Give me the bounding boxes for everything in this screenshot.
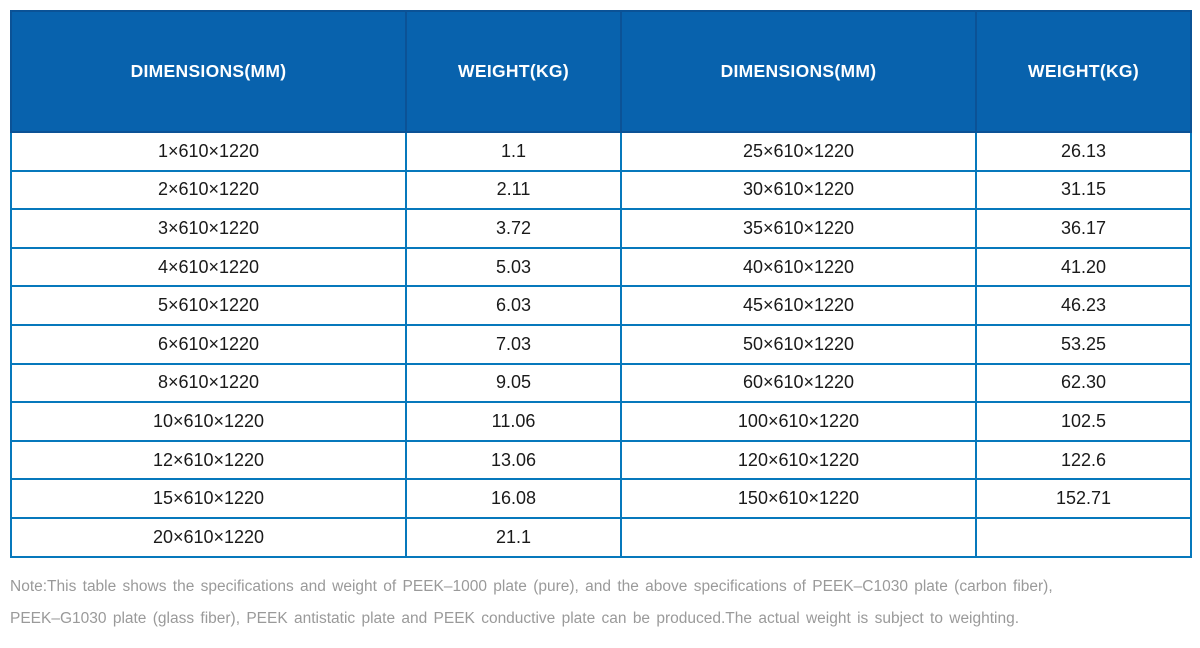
dimensions-cell: 20×610×1220 xyxy=(10,516,407,558)
dimensions-cell: 6×610×1220 xyxy=(10,323,407,365)
note-line-2: PEEK–G1030 plate (glass fiber), PEEK ant… xyxy=(10,609,1020,627)
note-line-1: Note:This table shows the specifications… xyxy=(10,577,1053,595)
weight-cell: 1.1 xyxy=(405,131,622,172)
weight-cell: 46.23 xyxy=(975,285,1192,326)
dimensions-cell: 12×610×1220 xyxy=(10,439,407,481)
weight-cell: 53.25 xyxy=(975,323,1192,365)
weight-cell: 5.03 xyxy=(405,246,622,288)
dimensions-cell: 8×610×1220 xyxy=(10,362,407,404)
page: DIMENSIONS(MM) WEIGHT(KG) DIMENSIONS(MM)… xyxy=(10,0,1192,635)
weight-cell: 31.15 xyxy=(975,169,1192,211)
header-weight-left: WEIGHT(KG) xyxy=(405,10,622,133)
weight-cell: 3.72 xyxy=(405,208,622,249)
weight-cell: 36.17 xyxy=(975,208,1192,249)
weight-cell: 102.5 xyxy=(975,401,1192,442)
weight-cell: 152.71 xyxy=(975,478,1192,519)
table-row: 3×610×1220 3.72 35×610×1220 36.17 xyxy=(10,208,1192,249)
table-body: 1×610×1220 1.1 25×610×1220 26.13 2×610×1… xyxy=(10,131,1192,558)
header-dimensions-right: DIMENSIONS(MM) xyxy=(620,10,977,133)
dimensions-cell-empty xyxy=(620,516,977,558)
weight-cell: 7.03 xyxy=(405,323,622,365)
weight-cell: 2.11 xyxy=(405,169,622,211)
dimensions-cell: 2×610×1220 xyxy=(10,169,407,211)
dimensions-cell: 50×610×1220 xyxy=(620,323,977,365)
table-row: 1×610×1220 1.1 25×610×1220 26.13 xyxy=(10,131,1192,172)
header-dimensions-left: DIMENSIONS(MM) xyxy=(10,10,407,133)
header-weight-right: WEIGHT(KG) xyxy=(975,10,1192,133)
dimensions-cell: 35×610×1220 xyxy=(620,208,977,249)
weight-cell-empty xyxy=(975,516,1192,558)
weight-cell: 21.1 xyxy=(405,516,622,558)
table-row: 12×610×1220 13.06 120×610×1220 122.6 xyxy=(10,439,1192,481)
dimensions-cell: 25×610×1220 xyxy=(620,131,977,172)
weight-cell: 13.06 xyxy=(405,439,622,481)
dimensions-cell: 15×610×1220 xyxy=(10,478,407,519)
header-row: DIMENSIONS(MM) WEIGHT(KG) DIMENSIONS(MM)… xyxy=(10,10,1192,133)
table-row: 20×610×1220 21.1 xyxy=(10,516,1192,558)
weight-cell: 26.13 xyxy=(975,131,1192,172)
table-row: 6×610×1220 7.03 50×610×1220 53.25 xyxy=(10,323,1192,365)
dimensions-cell: 3×610×1220 xyxy=(10,208,407,249)
weight-cell: 9.05 xyxy=(405,362,622,404)
dimensions-cell: 10×610×1220 xyxy=(10,401,407,442)
table-row: 8×610×1220 9.05 60×610×1220 62.30 xyxy=(10,362,1192,404)
table-row: 2×610×1220 2.11 30×610×1220 31.15 xyxy=(10,169,1192,211)
peek-plate-spec-table: DIMENSIONS(MM) WEIGHT(KG) DIMENSIONS(MM)… xyxy=(10,10,1192,558)
weight-cell: 122.6 xyxy=(975,439,1192,481)
dimensions-cell: 30×610×1220 xyxy=(620,169,977,211)
weight-cell: 41.20 xyxy=(975,246,1192,288)
weight-cell: 16.08 xyxy=(405,478,622,519)
dimensions-cell: 120×610×1220 xyxy=(620,439,977,481)
dimensions-cell: 1×610×1220 xyxy=(10,131,407,172)
dimensions-cell: 40×610×1220 xyxy=(620,246,977,288)
dimensions-cell: 60×610×1220 xyxy=(620,362,977,404)
table-row: 15×610×1220 16.08 150×610×1220 152.71 xyxy=(10,478,1192,519)
weight-cell: 6.03 xyxy=(405,285,622,326)
weight-cell: 11.06 xyxy=(405,401,622,442)
note-text: Note:This table shows the specifications… xyxy=(10,571,1190,635)
table-row: 4×610×1220 5.03 40×610×1220 41.20 xyxy=(10,246,1192,288)
dimensions-cell: 5×610×1220 xyxy=(10,285,407,326)
table-row: 5×610×1220 6.03 45×610×1220 46.23 xyxy=(10,285,1192,326)
table-row: 10×610×1220 11.06 100×610×1220 102.5 xyxy=(10,401,1192,442)
dimensions-cell: 4×610×1220 xyxy=(10,246,407,288)
dimensions-cell: 100×610×1220 xyxy=(620,401,977,442)
dimensions-cell: 45×610×1220 xyxy=(620,285,977,326)
dimensions-cell: 150×610×1220 xyxy=(620,478,977,519)
weight-cell: 62.30 xyxy=(975,362,1192,404)
table-header: DIMENSIONS(MM) WEIGHT(KG) DIMENSIONS(MM)… xyxy=(10,10,1192,133)
